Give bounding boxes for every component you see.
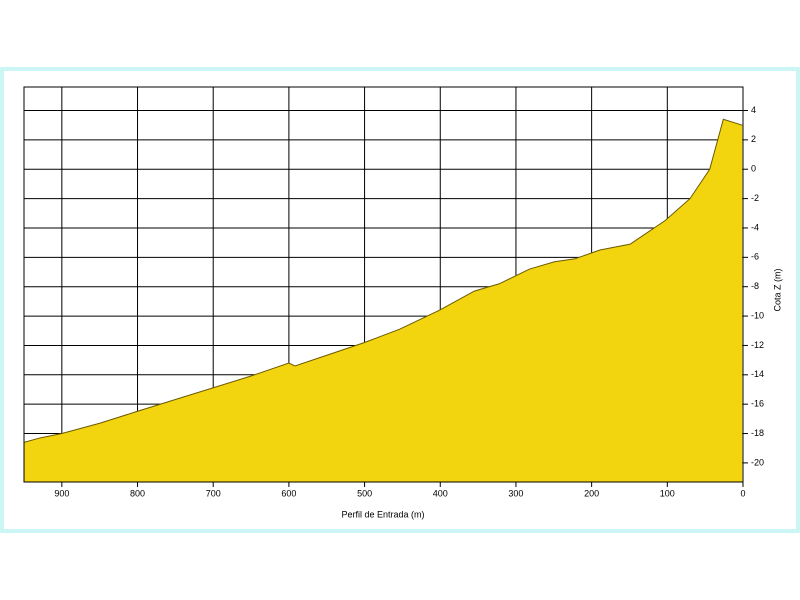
x-tick-label: 500 — [357, 488, 372, 498]
y-tick-label: -12 — [751, 340, 764, 350]
area-line — [23, 118, 743, 443]
area-fill — [24, 119, 743, 482]
y-tick-label: -4 — [751, 222, 759, 232]
x-axis-label: Perfil de Entrada (m) — [341, 509, 424, 519]
plot-border — [23, 86, 744, 483]
frame — [0, 67, 800, 533]
y-tick-label: 4 — [751, 105, 756, 115]
y-tick-label: -8 — [751, 281, 759, 291]
y-tick-label: -16 — [751, 399, 764, 409]
x-tick-label: 400 — [433, 488, 448, 498]
y-tick-label: 0 — [751, 164, 756, 174]
y-tick-label: -10 — [751, 310, 764, 320]
y-axis-label: Cota Z (m) — [772, 268, 782, 311]
y-tick-label: -18 — [751, 428, 764, 438]
x-tick-label: 100 — [660, 488, 675, 498]
y-tick-label: -6 — [751, 252, 759, 262]
x-tick-label: 800 — [130, 488, 145, 498]
x-tick-label: 700 — [206, 488, 221, 498]
x-tick-label: 0 — [740, 488, 745, 498]
x-tick-label: 600 — [281, 488, 296, 498]
y-tick-label: -14 — [751, 369, 764, 379]
y-tick-label: -2 — [751, 193, 759, 203]
y-tick-label: 2 — [751, 134, 756, 144]
x-tick-label: 200 — [584, 488, 599, 498]
x-tick-label: 300 — [508, 488, 523, 498]
y-tick-label: -20 — [751, 457, 764, 467]
x-tick-label: 900 — [54, 488, 69, 498]
